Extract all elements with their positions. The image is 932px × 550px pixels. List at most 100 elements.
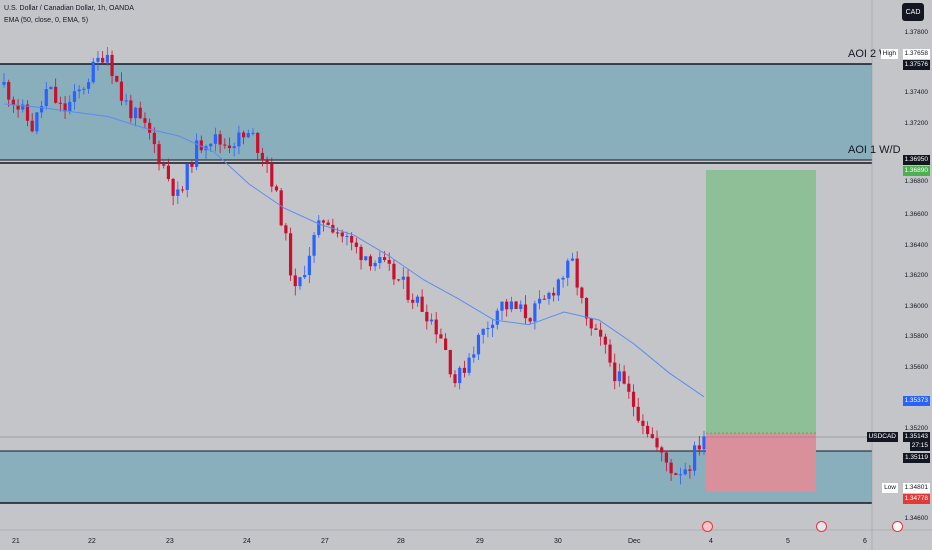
candle-body [11,99,15,106]
candle-body [199,140,203,151]
candle-body [86,82,91,89]
economic-event-icon[interactable] [702,521,713,532]
candle-body [669,462,673,474]
time-axis-label: 30 [554,538,562,545]
candle-body [702,436,706,450]
price-axis-tick: 1.36800 [904,178,929,185]
candle-body [176,189,180,196]
candle-body [91,61,95,83]
candle-body [533,303,537,322]
candle-body [321,220,326,223]
zone-mid-price-tag: 1.36950 [902,155,930,165]
candle-body [664,452,669,463]
candle-body [345,236,349,238]
target-price-tag: 1.36890 [902,166,930,176]
candle-body [303,274,307,278]
time-axis-label: 6 [863,538,867,545]
candle-body [143,118,147,123]
candle-body [552,292,556,296]
candle-body [599,329,603,337]
candle-body [472,354,476,358]
candle-body [603,336,607,345]
candle-body [523,304,528,319]
time-axis-label: 23 [166,538,174,545]
us-flag-event-icon[interactable] [816,521,827,532]
candle-body [382,257,387,260]
candle-body [561,277,565,280]
candle-body [63,103,67,112]
candle-body [500,301,504,311]
candle-body [378,257,382,263]
current-price-tag: 1.35143 [902,432,930,442]
time-axis-label: 29 [476,538,484,545]
currency-badge[interactable]: CAD [902,3,924,21]
candle-body [514,301,518,309]
aoi-2w-zone [0,64,872,160]
candle-body [260,152,264,160]
candle-body [608,344,612,363]
candle-body [444,338,448,351]
candle-body [622,371,626,384]
candle-body [448,350,452,375]
ca-flag-event-icon[interactable] [892,521,903,532]
symbol-title[interactable]: U.S. Dollar / Canadian Dollar, 1h, OANDA [4,5,134,12]
candle-body [124,100,128,102]
candle-body [274,186,279,191]
price-axis-tick: 1.35200 [904,425,929,432]
zone-label-aoi-1wd: AOI 1 W/D [848,144,901,156]
candle-body [72,91,77,102]
candle-body [58,102,62,104]
candle-body [232,146,236,149]
candle-body [213,134,218,144]
low-price-tag: 1.34801 [902,483,930,493]
candle-body [284,225,288,234]
time-axis-label: 5 [786,538,790,545]
time-axis-label: 28 [397,538,405,545]
candle-body [490,324,495,329]
candle-body [227,145,232,149]
candle-body [476,334,481,355]
candle-body [570,258,575,261]
candle-body [397,279,401,281]
time-axis-label: 4 [709,538,713,545]
candle-body [575,258,579,288]
candle-body [209,143,213,147]
price-axis-tick: 1.36000 [904,303,929,310]
candle-body [326,222,330,225]
candle-body [138,107,142,119]
time-axis-label: 24 [243,538,251,545]
candle-body [129,100,133,119]
candle-body [364,256,368,261]
candle-body [307,255,311,275]
candle-body [392,263,396,280]
candle-body [660,447,664,453]
candle-body [68,101,72,112]
candle-body [439,334,443,339]
candle-body [162,164,166,166]
candle-body [631,391,636,407]
indicator-legend[interactable]: EMA (50, close, 0, EMA, 5) [4,17,89,24]
candle-body [312,234,316,256]
candle-body [467,357,471,373]
candle-body [373,262,377,267]
time-axis-label: 22 [88,538,96,545]
candle-body [288,233,293,276]
candle-body [166,165,171,179]
candle-body [190,163,194,167]
time-axis-label: Dec [628,538,641,545]
candle-body [415,296,420,303]
candle-body [279,190,283,226]
candle-body [519,304,523,309]
candle-body [505,301,509,310]
candle-body [30,120,34,132]
candle-body [49,86,53,90]
price-axis-tick: 1.35600 [904,364,929,371]
price-axis-tick: 1.36400 [904,242,929,249]
candle-body [650,434,654,439]
candle-body [678,474,683,476]
ema-price-tag: 1.35373 [902,396,930,406]
candle-body [185,163,189,190]
candle-body [528,318,532,322]
candle-body [641,420,645,426]
